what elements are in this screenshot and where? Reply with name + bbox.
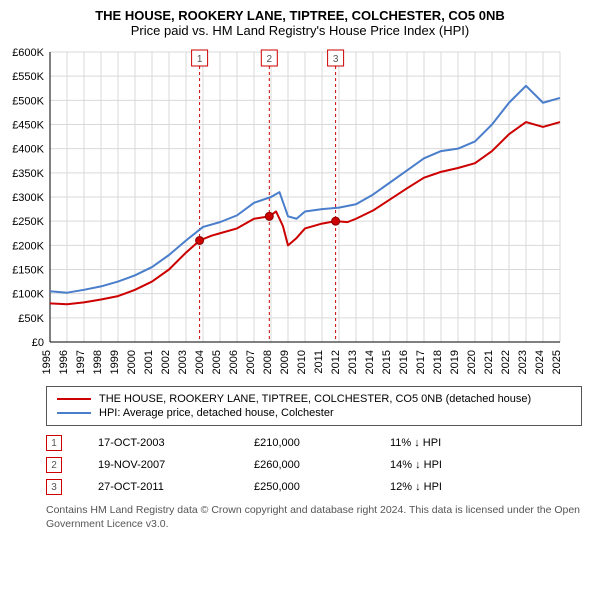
legend: THE HOUSE, ROOKERY LANE, TIPTREE, COLCHE… (46, 386, 582, 426)
chart: £0 £50K £100K £150K £200K £250K £300K £350K £400… (6, 46, 594, 376)
event-dot (332, 217, 340, 225)
y-tick-label: £250K (12, 216, 44, 228)
event-dot (265, 212, 273, 220)
event-row: 3 27-OCT-2011 £250,000 12% ↓ HPI (46, 476, 582, 498)
x-tick-label: 2010 (296, 350, 308, 374)
event-date: 19-NOV-2007 (98, 459, 218, 471)
event-marker-badge: 2 (46, 457, 62, 473)
chart-title: THE HOUSE, ROOKERY LANE, TIPTREE, COLCHE… (6, 8, 594, 38)
y-tick-label: £150K (12, 265, 44, 277)
footnote: Contains HM Land Registry data © Crown c… (46, 504, 582, 531)
legend-swatch (57, 412, 91, 414)
y-tick-label: £400K (12, 144, 44, 156)
x-tick-label: 2015 (381, 350, 393, 374)
x-tick-label: 2014 (364, 350, 376, 374)
legend-label: HPI: Average price, detached house, Colc… (99, 407, 334, 419)
y-tick-label: £500K (12, 95, 44, 107)
x-tick-label: 1995 (41, 350, 53, 374)
event-marker-badge: 3 (46, 479, 62, 495)
event-delta: 11% ↓ HPI (390, 437, 441, 449)
event-dot (196, 237, 204, 245)
x-tick-label: 2008 (262, 350, 274, 374)
x-tick-label: 2018 (432, 350, 444, 374)
title-line-1: THE HOUSE, ROOKERY LANE, TIPTREE, COLCHE… (6, 8, 594, 23)
x-tick-label: 2019 (449, 350, 461, 374)
event-price: £260,000 (254, 459, 354, 471)
event-marker-number: 3 (333, 54, 339, 65)
x-tick-label: 2024 (534, 350, 546, 374)
legend-swatch (57, 398, 91, 400)
y-tick-label: £350K (12, 168, 44, 180)
x-tick-label: 2001 (143, 350, 155, 374)
title-line-2: Price paid vs. HM Land Registry's House … (6, 23, 594, 38)
event-delta: 14% ↓ HPI (390, 459, 442, 471)
x-tick-label: 2006 (228, 350, 240, 374)
event-price: £250,000 (254, 481, 354, 493)
y-tick-label: £600K (12, 47, 44, 59)
x-tick-label: 2013 (347, 350, 359, 374)
x-tick-label: 2025 (551, 350, 563, 374)
y-tick-label: £450K (12, 120, 44, 132)
page: THE HOUSE, ROOKERY LANE, TIPTREE, COLCHE… (0, 0, 600, 539)
x-tick-label: 2017 (415, 350, 427, 374)
x-tick-label: 2003 (177, 350, 189, 374)
y-tick-label: £100K (12, 289, 44, 301)
y-tick-label: £550K (12, 71, 44, 83)
event-price: £210,000 (254, 437, 354, 449)
x-tick-label: 1997 (75, 350, 87, 374)
event-date: 17-OCT-2003 (98, 437, 218, 449)
x-tick-label: 2020 (466, 350, 478, 374)
x-tick-label: 2023 (517, 350, 529, 374)
x-tick-label: 2009 (279, 350, 291, 374)
x-tick-label: 2004 (194, 350, 206, 374)
x-tick-label: 2012 (330, 350, 342, 374)
x-tick-label: 1999 (109, 350, 121, 374)
event-row: 2 19-NOV-2007 £260,000 14% ↓ HPI (46, 454, 582, 476)
x-tick-label: 2016 (398, 350, 410, 374)
chart-svg: £0 £50K £100K £150K £200K £250K £300K £350K £400… (6, 46, 566, 376)
y-tick-label: £200K (12, 240, 44, 252)
x-tick-label: 1996 (58, 350, 70, 374)
event-marker-badge: 1 (46, 435, 62, 451)
legend-label: THE HOUSE, ROOKERY LANE, TIPTREE, COLCHE… (99, 393, 531, 405)
event-delta: 12% ↓ HPI (390, 481, 442, 493)
x-tick-label: 2000 (126, 350, 138, 374)
x-tick-label: 2007 (245, 350, 257, 374)
event-marker-number: 2 (267, 54, 273, 65)
x-tick-label: 2021 (483, 350, 495, 374)
x-tick-label: 2005 (211, 350, 223, 374)
x-tick-label: 2011 (313, 350, 325, 374)
x-tick-label: 1998 (92, 350, 104, 374)
y-tick-label: £300K (12, 192, 44, 204)
legend-row: HPI: Average price, detached house, Colc… (57, 406, 571, 420)
y-tick-label: £50K (18, 313, 44, 325)
legend-row: THE HOUSE, ROOKERY LANE, TIPTREE, COLCHE… (57, 392, 571, 406)
x-tick-label: 2022 (500, 350, 512, 374)
y-tick-label: £0 (32, 337, 44, 349)
event-date: 27-OCT-2011 (98, 481, 218, 493)
event-marker-number: 1 (197, 54, 203, 65)
x-tick-label: 2002 (160, 350, 172, 374)
events-table: 1 17-OCT-2003 £210,000 11% ↓ HPI 2 19-NOV-200… (46, 432, 582, 498)
event-row: 1 17-OCT-2003 £210,000 11% ↓ HPI (46, 432, 582, 454)
